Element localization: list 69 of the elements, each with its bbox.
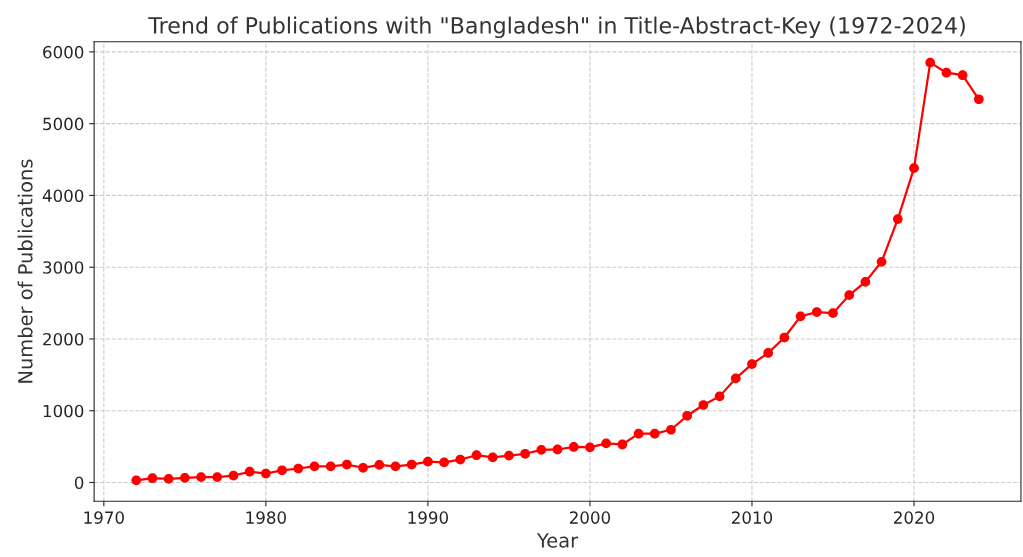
x-tick-label: 1970 — [84, 511, 124, 524]
point — [244, 466, 255, 477]
point — [504, 450, 514, 461]
point — [439, 457, 449, 468]
point — [261, 468, 271, 479]
point — [925, 57, 936, 68]
point — [698, 400, 709, 410]
point — [196, 472, 206, 482]
y-tick-label: 6000 — [43, 45, 84, 59]
x-tick-label: 1980 — [246, 511, 286, 524]
point — [179, 472, 190, 483]
x-tick-label: 2020 — [894, 511, 935, 524]
point — [325, 461, 336, 472]
point — [293, 463, 304, 474]
point — [212, 472, 223, 482]
y-tick-label: 5000 — [43, 117, 84, 131]
point — [909, 163, 919, 174]
point — [487, 452, 498, 463]
y-axis-title: Number of Publications — [17, 159, 33, 383]
point — [649, 428, 660, 439]
point — [277, 465, 287, 476]
point — [828, 308, 838, 318]
point — [309, 461, 320, 472]
point — [520, 448, 530, 459]
point — [973, 94, 984, 105]
y-tick-label: 3000 — [43, 261, 84, 274]
point — [131, 475, 142, 486]
y-tick-label: 4000 — [42, 189, 84, 202]
point — [406, 459, 417, 470]
point — [666, 424, 676, 435]
point — [811, 307, 822, 317]
point — [730, 373, 741, 384]
x-tick-label: 2000 — [569, 511, 611, 524]
point — [601, 438, 612, 449]
point — [374, 460, 385, 470]
point — [779, 332, 790, 343]
chart-title: Trend of Publications with "Bangladesh" in Title-Abstract-Key (1972-2024) — [148, 16, 965, 39]
point — [390, 461, 401, 472]
point — [844, 290, 855, 301]
point — [860, 277, 871, 287]
point — [714, 391, 725, 402]
point — [747, 359, 757, 369]
point — [568, 442, 579, 452]
point — [147, 473, 158, 484]
point — [876, 256, 887, 267]
point — [342, 459, 352, 470]
point — [358, 462, 368, 473]
point — [423, 456, 433, 467]
y-tick-label: 2000 — [43, 332, 84, 346]
point — [228, 470, 239, 481]
point — [617, 439, 628, 450]
y-tick-label: 1000 — [43, 404, 84, 418]
point — [941, 67, 952, 78]
point — [471, 450, 482, 461]
point — [633, 428, 644, 439]
point — [163, 474, 174, 484]
point — [455, 454, 466, 465]
point — [763, 348, 774, 358]
y-tick-label: 0 — [74, 476, 84, 490]
point — [682, 410, 693, 421]
x-axis-title: Year — [536, 533, 579, 548]
point — [795, 311, 806, 322]
point — [536, 444, 547, 455]
x-tick-label: 1990 — [408, 511, 449, 524]
point — [585, 442, 595, 453]
point — [957, 70, 968, 81]
point — [892, 214, 903, 224]
point — [552, 444, 563, 455]
x-tick-label: 2010 — [731, 511, 773, 524]
